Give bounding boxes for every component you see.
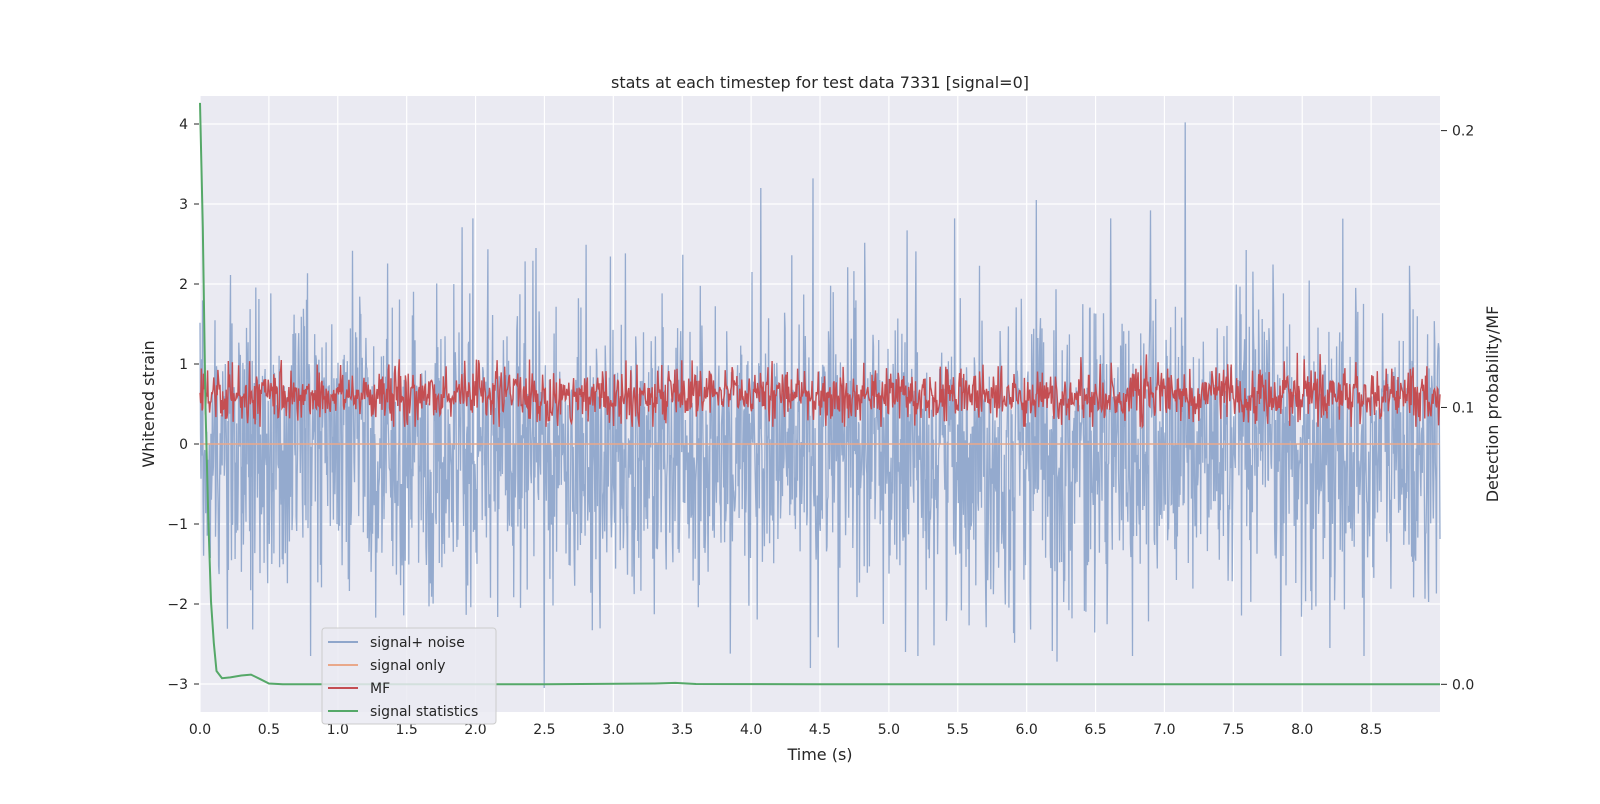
x-axis-label: Time (s) bbox=[786, 745, 852, 764]
y-tick-label: −2 bbox=[167, 597, 188, 613]
x-tick-label: 6.0 bbox=[1016, 722, 1038, 738]
legend: signal+ noise signal only MF signal statist… bbox=[321, 627, 497, 725]
chart-title: stats at each timestep for test data 733… bbox=[611, 73, 1029, 92]
x-tick-label: 2.0 bbox=[464, 722, 486, 738]
legend-label: MF bbox=[370, 681, 390, 697]
x-axis: 0.0 0.5 1.0 1.5 2.0 2.5 3.0 3.5 4.0 4.5 5.0 5.5 6.0 6… bbox=[189, 722, 1382, 738]
y-tick-label: 0 bbox=[179, 437, 188, 453]
series-signal-noise-line bbox=[199, 122, 1441, 689]
x-tick-label: 5.5 bbox=[947, 722, 969, 738]
y-axis-label: Whitened strain bbox=[139, 340, 158, 467]
x-tick-label: 1.0 bbox=[327, 722, 349, 738]
x-tick-label: 8.0 bbox=[1291, 722, 1313, 738]
series-lines bbox=[199, 102, 1441, 689]
y-tick-label: 3 bbox=[179, 197, 188, 213]
y2-axis-label: Detection probability/MF bbox=[1483, 306, 1502, 503]
x-tick-label: 0.5 bbox=[258, 722, 280, 738]
y-axis-right: 0.0 0.1 0.2 bbox=[1441, 124, 1474, 693]
y2-tick-label: 0.1 bbox=[1452, 400, 1474, 416]
series-signal-statistics-line bbox=[199, 102, 1440, 686]
x-tick-label: 5.0 bbox=[878, 722, 900, 738]
x-tick-label: 6.5 bbox=[1084, 722, 1106, 738]
y-tick-label: −3 bbox=[167, 677, 188, 693]
legend-box bbox=[321, 627, 497, 725]
y2-tick-label: 0.2 bbox=[1452, 124, 1474, 140]
x-tick-label: 3.0 bbox=[602, 722, 624, 738]
y-tick-label: 1 bbox=[179, 357, 188, 373]
y-tick-label: −1 bbox=[167, 517, 188, 533]
x-tick-label: 4.0 bbox=[740, 722, 762, 738]
x-tick-label: 8.5 bbox=[1360, 722, 1382, 738]
x-tick-label: 1.5 bbox=[396, 722, 418, 738]
y-tick-label: 2 bbox=[179, 277, 188, 293]
series-mf-line bbox=[199, 352, 1441, 430]
x-tick-label: 3.5 bbox=[671, 722, 693, 738]
y2-tick-label: 0.0 bbox=[1452, 677, 1474, 693]
x-tick-label: 7.5 bbox=[1222, 722, 1244, 738]
y-tick-label: 4 bbox=[179, 117, 188, 133]
x-tick-label: 4.5 bbox=[809, 722, 831, 738]
x-tick-label: 7.0 bbox=[1153, 722, 1175, 738]
x-tick-label: 2.5 bbox=[533, 722, 555, 738]
x-tick-label: 0.0 bbox=[189, 722, 211, 738]
legend-label: signal only bbox=[370, 658, 445, 674]
y-axis-left: −3 −2 −1 0 1 2 3 4 bbox=[167, 117, 199, 693]
legend-label: signal statistics bbox=[370, 704, 478, 720]
legend-label: signal+ noise bbox=[370, 635, 465, 651]
